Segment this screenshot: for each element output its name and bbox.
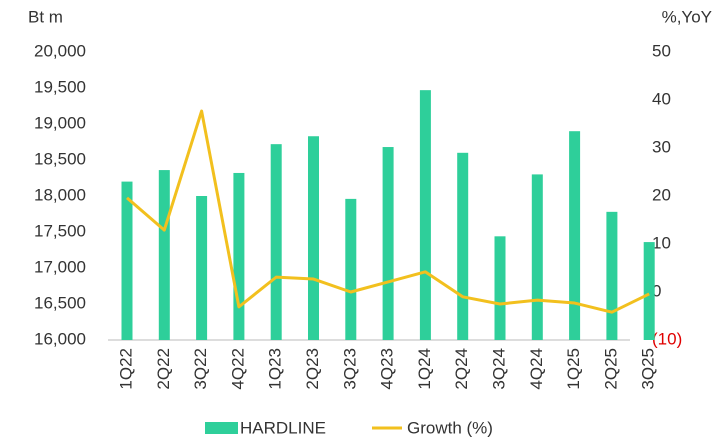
bar [233, 172, 245, 340]
bar [121, 181, 133, 340]
bar [382, 147, 394, 340]
bar [457, 152, 469, 340]
bar [158, 170, 170, 340]
y-axis-title: Bt m [28, 7, 63, 26]
bar [643, 242, 655, 340]
bar [196, 196, 208, 340]
y-tick-label: 17,000 [34, 257, 86, 276]
x-tick-label: 2Q25 [601, 348, 620, 390]
y-tick-label: 17,500 [34, 221, 86, 240]
growth-line [126, 109, 650, 314]
bar [419, 90, 431, 340]
x-tick-label: 1Q25 [564, 348, 583, 390]
bar [345, 198, 357, 340]
x-tick-label: 4Q24 [527, 348, 546, 390]
bar [270, 144, 282, 340]
x-tick-label: 1Q24 [415, 348, 434, 390]
y-tick-label: 16,500 [34, 293, 86, 312]
y2-tick-label: 40 [652, 89, 671, 108]
y2-tick-label: 30 [652, 137, 671, 156]
y2-tick-label: 0 [652, 281, 661, 300]
legend-label: Growth (%) [407, 418, 493, 437]
bar [531, 174, 543, 340]
y-tick-label: 18,500 [34, 149, 86, 168]
x-tick-label: 4Q22 [228, 348, 247, 390]
x-tick-label: 1Q23 [266, 348, 285, 390]
x-tick-label: 2Q24 [452, 348, 471, 390]
bar [569, 131, 581, 340]
y2-tick-label: 10 [652, 233, 671, 252]
y-tick-label: 19,000 [34, 113, 86, 132]
y2-tick-label: 50 [652, 41, 671, 60]
legend-label: HARDLINE [240, 418, 326, 437]
bar [308, 136, 319, 340]
x-tick-label: 2Q23 [303, 348, 322, 390]
y2-tick-label: 20 [652, 185, 671, 204]
bar [606, 211, 618, 340]
x-tick-label: 3Q25 [639, 348, 658, 390]
y-tick-label: 20,000 [34, 41, 86, 60]
y-tick-label: 19,500 [34, 77, 86, 96]
x-tick-label: 4Q23 [378, 348, 397, 390]
y-tick-label: 18,000 [34, 185, 86, 204]
legend-swatch [205, 422, 238, 434]
bar [494, 236, 506, 340]
x-tick-label: 1Q22 [116, 348, 135, 390]
x-tick-label: 3Q23 [340, 348, 359, 390]
x-tick-label: 2Q22 [154, 348, 173, 390]
y-tick-label: 16,000 [34, 329, 86, 348]
y2-axis-title: %,YoY [662, 7, 712, 26]
x-tick-label: 3Q24 [489, 348, 508, 390]
x-tick-label: 3Q22 [191, 348, 210, 390]
y2-tick-label: (10) [652, 329, 682, 348]
